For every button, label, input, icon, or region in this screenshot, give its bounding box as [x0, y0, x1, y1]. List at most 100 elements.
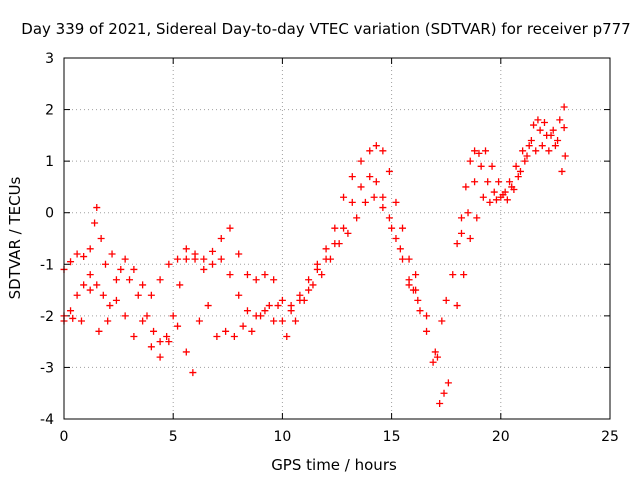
data-point [296, 291, 304, 299]
chart-title: Day 339 of 2021, Sidereal Day-to-day VTE… [21, 20, 630, 38]
data-point [495, 178, 503, 186]
series-trace-d [412, 116, 568, 366]
data-point [442, 296, 450, 304]
data-point [121, 255, 129, 263]
data-point [366, 173, 374, 181]
data-point [561, 152, 569, 160]
data-point [99, 291, 107, 299]
data-point [484, 178, 492, 186]
data-point [433, 353, 441, 361]
data-point [492, 196, 500, 204]
data-point [97, 235, 105, 242]
data-point [519, 147, 527, 155]
data-point [95, 327, 103, 335]
data-point [385, 214, 393, 222]
data-point [453, 240, 461, 248]
data-point [466, 235, 474, 242]
data-point [558, 167, 566, 175]
data-point [69, 314, 77, 322]
data-point [423, 327, 431, 335]
data-point [200, 255, 208, 263]
data-point [150, 327, 158, 335]
data-point [554, 137, 562, 145]
data-point [91, 219, 99, 227]
data-point [182, 255, 190, 263]
data-point [287, 302, 295, 310]
data-point [372, 178, 380, 186]
data-point [560, 124, 568, 132]
data-point [438, 317, 446, 325]
data-point [130, 332, 138, 340]
data-point [322, 245, 330, 253]
data-point [169, 312, 177, 320]
data-point [357, 157, 365, 165]
data-point [139, 281, 147, 289]
data-point [156, 338, 164, 346]
data-point [412, 271, 420, 279]
data-point [230, 332, 238, 340]
data-point [248, 327, 256, 335]
data-point [488, 162, 496, 170]
data-point [370, 193, 378, 201]
data-point [134, 291, 142, 299]
data-point [121, 312, 129, 320]
data-point [226, 224, 234, 232]
data-point [200, 265, 208, 273]
data-point [482, 147, 490, 155]
data-point [414, 296, 422, 304]
data-point [217, 235, 225, 242]
data-point [182, 348, 190, 356]
data-point [475, 149, 483, 157]
data-point [490, 188, 498, 196]
data-point [243, 271, 251, 279]
data-point [174, 255, 182, 263]
data-point [226, 271, 234, 279]
data-point [534, 116, 542, 124]
data-point [372, 142, 380, 150]
data-point [545, 147, 553, 155]
x-axis-label: GPS time / hours [271, 456, 397, 474]
data-point [462, 183, 470, 191]
y-tick-label: 2 [45, 103, 54, 119]
data-point [278, 317, 286, 325]
data-point [512, 162, 520, 170]
data-point [530, 121, 538, 129]
data-point [261, 307, 269, 315]
data-point [112, 276, 120, 284]
data-point [436, 400, 444, 408]
data-point [283, 332, 291, 340]
data-point [444, 379, 452, 387]
data-point [147, 343, 155, 351]
data-point [379, 204, 387, 212]
grid [64, 58, 610, 419]
data-point [449, 271, 457, 279]
data-point [93, 281, 101, 289]
x-tick-label: 0 [60, 429, 69, 445]
data-point [471, 178, 479, 186]
data-point [126, 276, 134, 284]
data-point [521, 157, 529, 165]
data-point [440, 389, 448, 397]
y-tick-label: -4 [40, 412, 54, 428]
y-axis-label: SDTVAR / TECUs [6, 176, 24, 299]
data-point [93, 204, 101, 212]
data-point [222, 327, 230, 335]
data-point [497, 193, 505, 201]
series-trace-b [60, 142, 420, 325]
data-point [560, 103, 568, 111]
data-point [156, 276, 164, 284]
data-point [392, 198, 400, 206]
series-trace-f [457, 103, 568, 237]
plot-frame [63, 57, 611, 420]
data-point [379, 193, 387, 201]
data-point [361, 198, 369, 206]
data-point [486, 198, 494, 206]
data-point [423, 312, 431, 320]
data-point [305, 276, 313, 284]
y-tick-label: 1 [45, 154, 54, 170]
data-point [209, 247, 217, 255]
data-point [309, 281, 317, 289]
data-point [278, 296, 286, 304]
data-point [239, 322, 247, 330]
data-point [300, 296, 308, 304]
